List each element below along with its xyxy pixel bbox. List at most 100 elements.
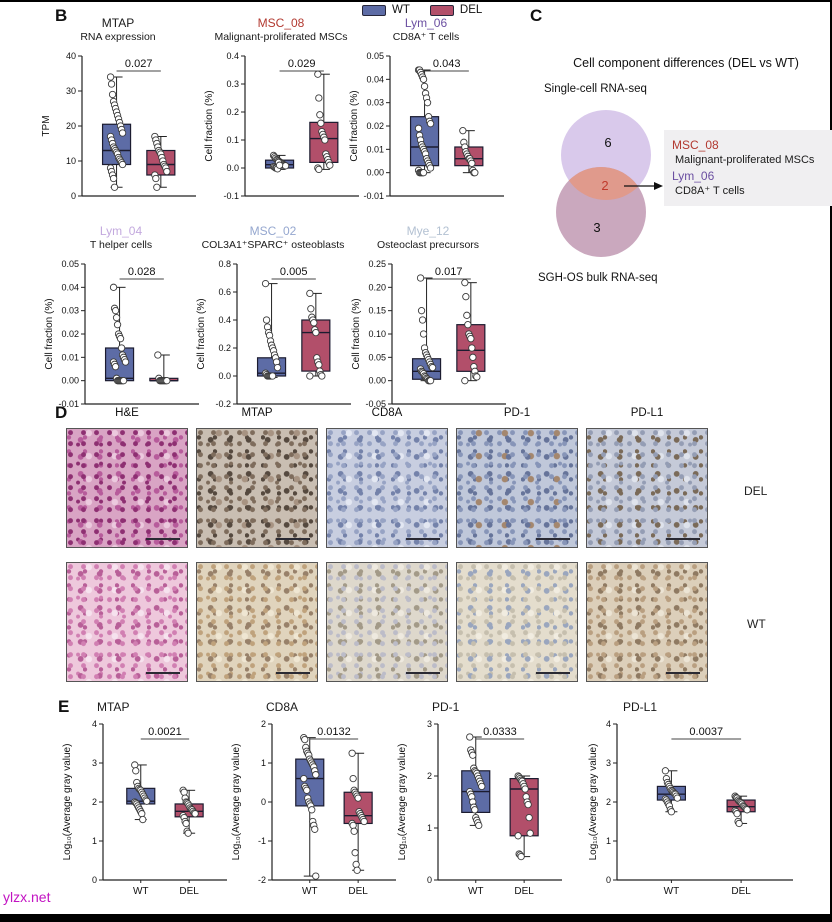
boxplot-cd8a-gray-value: CD8A -2 -1 0 1 2 Log₁₀(Average gray value) WT DE… (228, 700, 398, 905)
y-axis-title: Log₁₀(Average gray value) (588, 744, 599, 861)
y-tick-label: 0.25 (368, 259, 386, 269)
histology-image-wt-pdl1 (586, 562, 708, 682)
data-point (517, 852, 525, 861)
data-point (428, 363, 437, 372)
scale-bar (536, 537, 570, 540)
boxplot-canvas: -0.05 0.00 0.05 0.10 0.15 0.20 0.25 Cell fracti… (351, 259, 506, 409)
boxplot-canvas: 0 10 20 30 40 TPM 0.027 (41, 51, 196, 201)
plot-title-block: MTAP (59, 700, 229, 718)
venn-bottom-count: 3 (593, 220, 600, 235)
data-point (307, 305, 315, 313)
legend-item-del: DEL (429, 4, 482, 16)
y-tick-label: 0.8 (218, 259, 231, 269)
data-point (112, 314, 121, 322)
plot-module-label: MTAP (97, 700, 130, 714)
y-tick-label: -0.05 (365, 399, 386, 409)
y-tick-label: 0 (92, 875, 97, 885)
plot-subtitle: CD8A⁺ T cells (392, 31, 460, 43)
callout-module-msc08: MSC_08 (672, 138, 719, 152)
data-point (131, 761, 139, 769)
data-point (462, 293, 470, 301)
data-point (351, 849, 359, 857)
callout-desc-lym06: CD8A⁺ T cells (675, 185, 745, 198)
data-point (316, 111, 324, 119)
data-point (308, 806, 316, 814)
x-tick-label: WT (302, 886, 318, 897)
watermark-link[interactable]: ylzx.net (3, 889, 51, 905)
boxplot-canvas: 0 1 2 3 4 Log₁₀(Average gray value) WT DEL 0.002… (62, 719, 227, 897)
x-tick-label: DEL (348, 886, 368, 897)
data-point (419, 330, 428, 338)
plot-subtitle: Osteoclast precursors (376, 239, 480, 251)
scale-bar (406, 671, 440, 674)
row-label-del: DEL (744, 484, 768, 498)
data-point (673, 794, 682, 802)
y-tick-label: 10 (66, 156, 76, 166)
y-tick-label: 4 (92, 719, 97, 729)
y-tick-label: 2 (606, 797, 611, 807)
y-tick-label: 3 (427, 719, 432, 729)
y-axis-title: Log₁₀(Average gray value) (397, 744, 408, 861)
panel-e-label: E (58, 697, 70, 716)
y-tick-label: 4 (606, 719, 611, 729)
data-point (350, 827, 358, 835)
data-point (116, 335, 125, 343)
data-point (119, 377, 128, 385)
data-point (418, 316, 427, 324)
data-point (467, 335, 475, 343)
boxplot-lym06: Lym_06 CD8A⁺ T cells -0.01 0.00 0.01 0.02 0.03… (346, 16, 506, 211)
boxplot-canvas: -0.01 0.00 0.01 0.02 0.03 0.04 0.05 Cell fracti… (349, 51, 504, 201)
venn-title: Cell component differences (DEL vs WT) (573, 56, 799, 70)
scale-bar (536, 671, 570, 674)
data-point (459, 127, 467, 135)
data-point (469, 353, 477, 361)
plot-title-block: PD-1 (394, 700, 564, 718)
callout-arrow-head (654, 182, 663, 190)
data-point (468, 344, 476, 352)
y-tick-label: 3 (92, 758, 97, 768)
plot-subtitle: T helper cells (89, 239, 153, 251)
y-tick-label: -0.01 (58, 399, 79, 409)
y-tick-label: 1 (92, 836, 97, 846)
y-tick-label: 0 (261, 797, 266, 807)
boxplot-pd1-gray-value: PD-1 0 1 2 3 Log₁₀(Average gray value) WT DEL 0.… (394, 700, 564, 905)
plot-title-block: Mye_12 Osteoclast precursors (348, 224, 508, 258)
data-point (326, 161, 334, 169)
data-point (417, 307, 426, 315)
data-point (416, 274, 425, 282)
data-point (273, 363, 282, 372)
data-point (121, 358, 130, 366)
row-label-wt: WT (747, 617, 766, 631)
x-tick-label: DEL (731, 886, 751, 897)
data-point (281, 162, 290, 170)
data-point (300, 774, 308, 783)
x-tick-label: DEL (514, 886, 534, 897)
p-value-label: 0.028 (128, 266, 156, 278)
venn-top-count: 6 (604, 135, 611, 150)
data-point (667, 808, 676, 816)
histology-image-del-mtap (196, 428, 318, 548)
data-point (661, 767, 670, 775)
data-point (312, 872, 320, 880)
boxplot-mtap-gray-value: MTAP 0 1 2 3 4 Log₁₀(Average gray value) WT DEL 0… (59, 700, 229, 905)
data-point (466, 733, 474, 741)
data-point (468, 159, 476, 167)
y-tick-label: 1 (606, 836, 611, 846)
data-point (521, 785, 529, 793)
boxplot-canvas: 0 1 2 3 Log₁₀(Average gray value) WT DEL 0.0333 (397, 719, 562, 897)
data-point (311, 825, 319, 833)
x-tick-label: WT (468, 886, 484, 897)
boxplot-lym04: Lym_04 T helper cells -0.01 0.00 0.01 0.02 0.0… (41, 224, 201, 419)
y-tick-label: 0.15 (368, 306, 386, 316)
histology-image-wt-cd8a (326, 562, 448, 682)
boxplot-canvas: 0 1 2 3 4 Log₁₀(Average gray value) WT DEL 0.003… (588, 719, 793, 897)
scale-bar (276, 671, 310, 674)
x-tick-label: WT (133, 886, 149, 897)
y-tick-label: 0.00 (368, 376, 386, 386)
data-point (315, 94, 323, 102)
data-point (469, 751, 477, 759)
venn-diagram: 6 2 3 (556, 110, 663, 257)
data-point (132, 767, 140, 775)
plot-module-label: MSC_08 (257, 16, 305, 30)
